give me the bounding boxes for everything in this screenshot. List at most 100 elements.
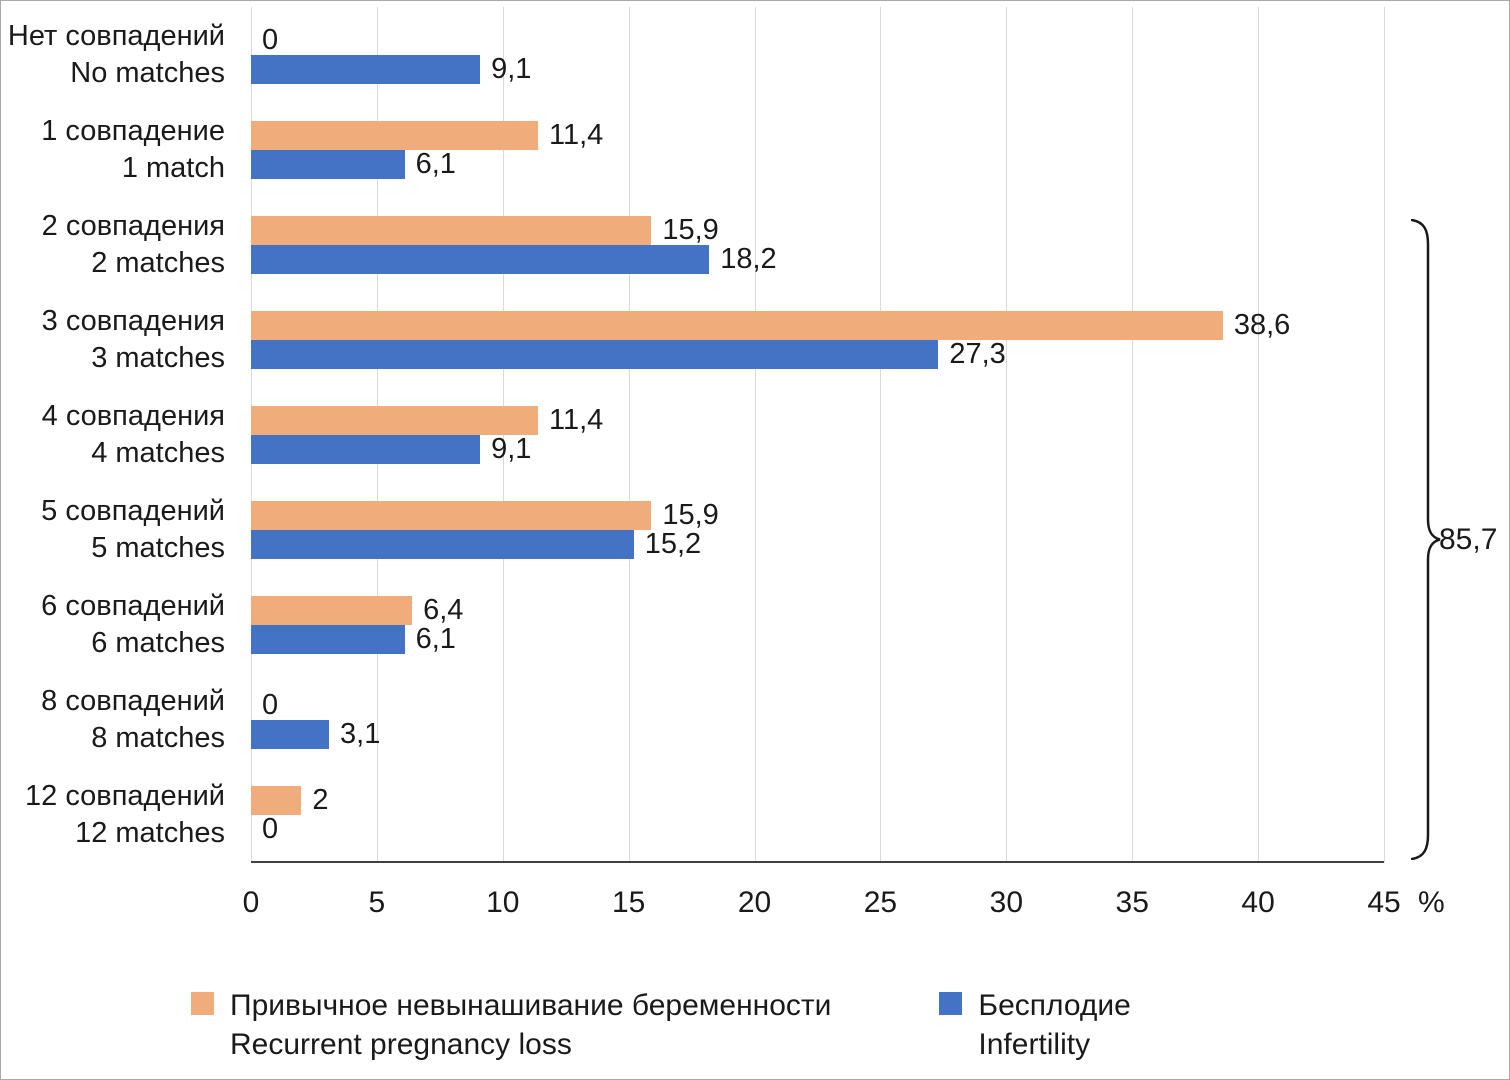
x-tick-label: 20 <box>738 886 771 920</box>
x-tick-label: 35 <box>1116 886 1149 920</box>
bar-row: 15,9 <box>251 216 1384 245</box>
bar-infertility <box>251 340 938 369</box>
bar-group: 11,49,1 <box>251 387 1384 482</box>
category-label-en: 3 matches <box>1 340 225 377</box>
bar-value-label: 0 <box>262 689 278 722</box>
category-label: 12 совпадений12 matches <box>1 778 251 852</box>
category-label: 2 совпадения2 matches <box>1 208 251 282</box>
category-label-ru: 12 совпадений <box>1 778 225 815</box>
category-label-ru: Нет совпадений <box>1 18 225 55</box>
x-tick-label: 15 <box>612 886 645 920</box>
category-row: 12 совпадений12 matches20 <box>1 767 1509 862</box>
category-label-en: 5 matches <box>1 530 225 567</box>
x-tick-label: 45 <box>1367 886 1400 920</box>
bar-group: 09,1 <box>251 7 1384 102</box>
bar-row: 6,4 <box>251 596 1384 625</box>
bar-row: 11,4 <box>251 406 1384 435</box>
bar-value-label: 6,1 <box>416 148 456 181</box>
chart-plot-area: Нет совпаденийNo matches09,11 совпадение… <box>1 7 1509 862</box>
category-label: 1 совпадение1 match <box>1 113 251 187</box>
bar-recurrent-pregnancy-loss <box>251 501 651 530</box>
x-tick-label: 25 <box>864 886 897 920</box>
bar-row: 9,1 <box>251 435 1384 464</box>
legend-label-en: Infertility <box>978 1025 1130 1064</box>
bar-value-label: 15,9 <box>662 214 718 247</box>
bar-group: 20 <box>251 767 1384 862</box>
legend-item-recurrent-pregnancy-loss: Привычное невынашивание беременности Rec… <box>191 986 831 1064</box>
category-label: 3 совпадения3 matches <box>1 303 251 377</box>
bar-infertility <box>251 530 634 559</box>
x-axis-line <box>251 861 1384 863</box>
bar-stack: 15,915,2 <box>251 482 1384 577</box>
legend-item-infertility: Бесплодие Infertility <box>939 986 1130 1064</box>
bar-stack: 15,918,2 <box>251 197 1384 292</box>
bar-stack: 38,627,3 <box>251 292 1384 387</box>
brace-icon <box>1411 219 1441 860</box>
category-row: 1 совпадение1 match 11,4 6,1 <box>1 102 1509 197</box>
bar-stack: 11,49,1 <box>251 387 1384 482</box>
category-label-en: 4 matches <box>1 435 225 472</box>
category-label: 8 совпадений8 matches <box>1 683 251 757</box>
legend-label-en: Recurrent pregnancy loss <box>230 1025 831 1064</box>
x-tick-label: 10 <box>486 886 519 920</box>
bar-infertility <box>251 435 480 464</box>
legend-label-ru: Бесплодие <box>978 986 1130 1025</box>
category-label-en: 12 matches <box>1 815 225 852</box>
bar-value-label: 9,1 <box>491 53 531 86</box>
category-label-ru: 2 совпадения <box>1 208 225 245</box>
bar-group: 15,918,2 <box>251 197 1384 292</box>
bar-row: 38,6 <box>251 311 1384 340</box>
category-label-ru: 1 совпадение <box>1 113 225 150</box>
bar-value-label: 0 <box>262 24 278 57</box>
brace-label: 85,7 <box>1439 523 1505 557</box>
bar-infertility <box>251 150 405 179</box>
x-tick-label: 40 <box>1241 886 1274 920</box>
category-row: 5 совпадений5 matches15,915,2 <box>1 482 1509 577</box>
legend-swatch-recurrent-pregnancy-loss <box>191 992 214 1015</box>
bar-recurrent-pregnancy-loss <box>251 216 651 245</box>
category-label: 6 совпадений6 matches <box>1 588 251 662</box>
bar-recurrent-pregnancy-loss <box>251 311 1223 340</box>
bar-stack: 6,46,1 <box>251 577 1384 672</box>
category-label-ru: 4 совпадения <box>1 398 225 435</box>
bar-row: 6,1 <box>251 150 1384 179</box>
bar-value-label: 11,4 <box>549 404 603 437</box>
bar-row: 2 <box>251 786 1384 815</box>
bar-infertility <box>251 720 329 749</box>
bar-value-label: 15,2 <box>645 528 701 561</box>
bar-group: 6,46,1 <box>251 577 1384 672</box>
bar-group: 03,1 <box>251 672 1384 767</box>
bar-group: 11,4 6,1 <box>251 102 1384 197</box>
bar-row: 3,1 <box>251 720 1384 749</box>
bar-group: 38,627,3 <box>251 292 1384 387</box>
category-label-ru: 6 совпадений <box>1 588 225 625</box>
bar-value-label: 2 <box>312 784 328 817</box>
bar-row: 15,9 <box>251 501 1384 530</box>
category-label: 4 совпадения4 matches <box>1 398 251 472</box>
bar-row: 0 <box>251 26 1384 55</box>
category-row: 8 совпадений8 matches03,1 <box>1 672 1509 767</box>
legend-text-infertility: Бесплодие Infertility <box>978 986 1130 1064</box>
bar-row: 0 <box>251 691 1384 720</box>
bar-stack: 20 <box>251 767 1384 862</box>
legend-swatch-infertility <box>939 992 962 1015</box>
category-label-ru: 8 совпадений <box>1 683 225 720</box>
bar-value-label: 0 <box>262 813 278 846</box>
category-label: 5 совпадений5 matches <box>1 493 251 567</box>
x-tick-label: 30 <box>990 886 1023 920</box>
category-row: Нет совпаденийNo matches09,1 <box>1 7 1509 102</box>
bar-row: 27,3 <box>251 340 1384 369</box>
legend-label-ru: Привычное невынашивание беременности <box>230 986 831 1025</box>
bar-recurrent-pregnancy-loss <box>251 121 538 150</box>
bar-infertility <box>251 55 480 84</box>
bar-recurrent-pregnancy-loss <box>251 596 412 625</box>
category-label-en: 1 match <box>1 150 225 187</box>
bar-infertility <box>251 245 709 274</box>
bar-row: 6,1 <box>251 625 1384 654</box>
x-axis-unit-label: % <box>1418 886 1445 920</box>
plot-rows: Нет совпаденийNo matches09,11 совпадение… <box>1 7 1509 862</box>
bar-value-label: 11,4 <box>549 119 603 152</box>
bar-stack: 03,1 <box>251 672 1384 767</box>
bar-value-label: 18,2 <box>720 243 776 276</box>
category-row: 6 совпадений6 matches6,46,1 <box>1 577 1509 672</box>
